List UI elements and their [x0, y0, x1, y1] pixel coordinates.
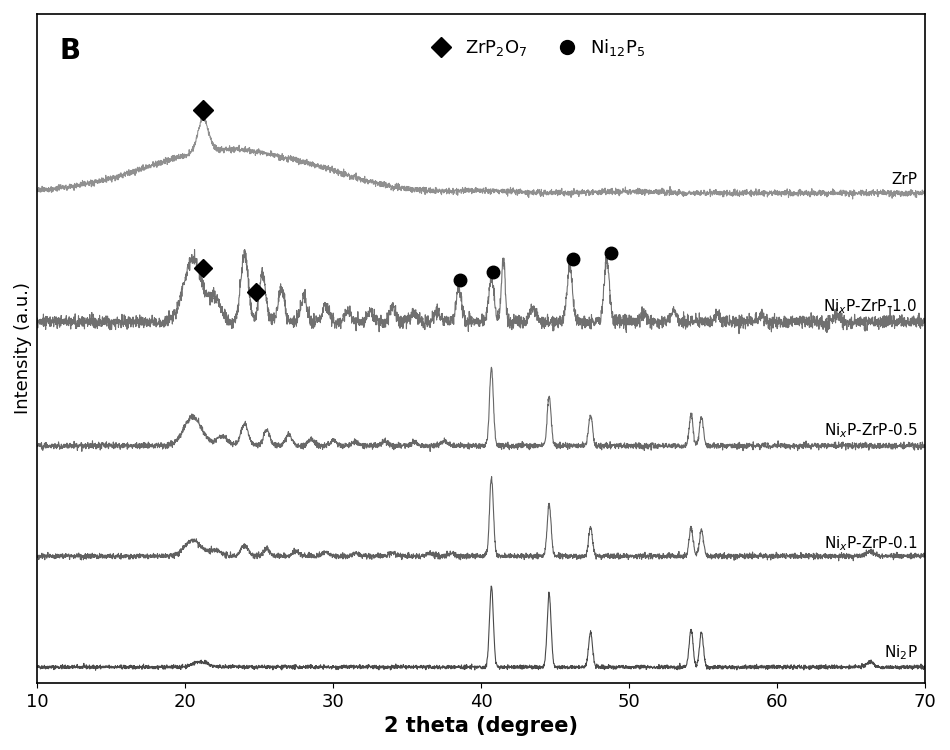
Text: Ni$_x$P-ZrP-0.5: Ni$_x$P-ZrP-0.5	[824, 422, 918, 440]
Text: B: B	[60, 38, 81, 65]
Text: Ni$_x$P-ZrP-0.1: Ni$_x$P-ZrP-0.1	[824, 535, 918, 554]
Legend: ZrP$_2$O$_7$, Ni$_{12}$P$_5$: ZrP$_2$O$_7$, Ni$_{12}$P$_5$	[416, 29, 653, 65]
Text: Ni$_x$P-ZrP-1.0: Ni$_x$P-ZrP-1.0	[824, 297, 918, 316]
X-axis label: 2 theta (degree): 2 theta (degree)	[384, 716, 579, 736]
Text: ZrP: ZrP	[891, 172, 918, 187]
Y-axis label: Intensity (a.u.): Intensity (a.u.)	[14, 282, 32, 414]
Text: Ni$_2$P: Ni$_2$P	[884, 644, 918, 662]
